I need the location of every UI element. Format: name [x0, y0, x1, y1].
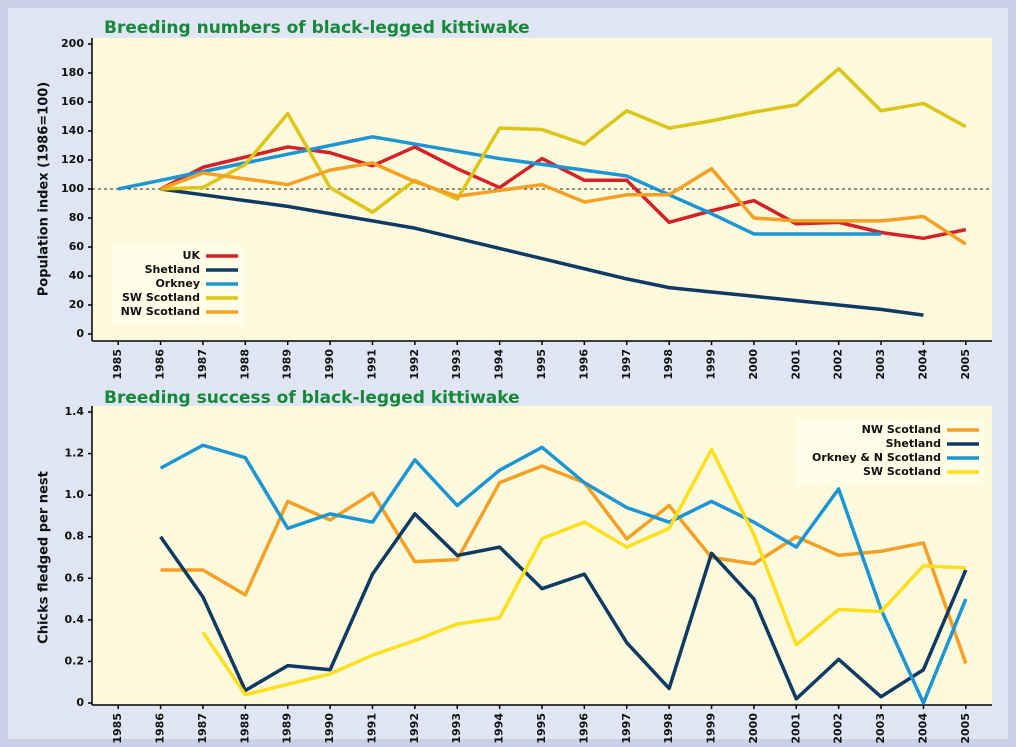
x-tick-label: 1994	[493, 349, 506, 380]
y-tick-label: 0	[76, 327, 84, 340]
x-tick-label: 1990	[323, 349, 336, 380]
x-tick-label: 2003	[874, 349, 887, 380]
x-tick-label: 1989	[281, 349, 294, 380]
x-tick-label: 1988	[238, 349, 251, 380]
legend-label: NW Scotland	[862, 423, 941, 436]
y-tick-label: 0.8	[65, 530, 85, 543]
x-tick-label: 1989	[281, 713, 294, 744]
legend-label: Orkney	[155, 277, 200, 290]
x-tick-label: 2004	[916, 713, 929, 744]
y-tick-label: 160	[61, 95, 84, 108]
y-tick-label: 80	[69, 211, 85, 224]
x-tick-label: 1999	[705, 349, 718, 380]
x-tick-label: 1987	[196, 713, 209, 744]
x-tick-label: 1995	[535, 349, 548, 380]
chart-title: Breeding numbers of black-legged kittiwa…	[104, 18, 530, 38]
data-line	[159, 161, 967, 246]
x-tick-label: 2004	[916, 349, 929, 380]
x-tick-label: 1991	[365, 349, 378, 380]
y-tick-label: 120	[61, 153, 84, 166]
data-line	[159, 443, 968, 705]
y-tick-label: 140	[61, 124, 84, 137]
y-tick-label: 0	[76, 696, 84, 709]
x-tick-label: 2003	[874, 713, 887, 744]
x-tick-label: 2005	[959, 349, 972, 380]
x-tick-label: 2000	[747, 349, 760, 380]
y-tick-label: 1.0	[65, 488, 85, 501]
y-tick-label: 0.6	[65, 571, 85, 584]
data-line	[160, 464, 968, 665]
x-tick-label: 1988	[238, 713, 251, 744]
y-tick-label: 200	[61, 37, 84, 50]
x-tick-label: 1985	[111, 349, 124, 380]
x-tick-label: 1997	[620, 349, 633, 380]
x-tick-label: 1997	[620, 713, 633, 744]
legend-label: Shetland	[886, 437, 941, 450]
legend-label: Orkney & N Scotland	[812, 451, 941, 464]
x-tick-label: 1992	[408, 349, 421, 380]
data-line	[201, 447, 966, 697]
x-tick-label: 1987	[196, 349, 209, 380]
x-tick-label: 1993	[450, 713, 463, 744]
x-tick-label: 1998	[662, 713, 675, 744]
y-tick-label: 1.2	[65, 447, 85, 460]
legend-label: UK	[183, 249, 201, 262]
x-tick-label: 1999	[705, 713, 718, 744]
legend-label: SW Scotland	[863, 465, 941, 478]
y-tick-label: 40	[69, 269, 85, 282]
legend-label: NW Scotland	[121, 305, 200, 318]
y-tick-label: 1.4	[65, 405, 85, 418]
x-tick-label: 1986	[154, 713, 167, 744]
y-tick-label: 0.4	[65, 613, 85, 626]
x-tick-label: 1994	[493, 713, 506, 744]
y-tick-label: 20	[69, 298, 85, 311]
x-tick-label: 1991	[365, 713, 378, 744]
x-tick-label: 1992	[408, 713, 421, 744]
x-tick-label: 1996	[577, 713, 590, 744]
x-tick-label: 2002	[832, 713, 845, 744]
x-tick-label: 1993	[450, 349, 463, 380]
y-tick-label: 100	[61, 182, 84, 195]
y-tick-label: 0.2	[65, 654, 85, 667]
y-axis-title: Chicks fledged per nest	[37, 471, 52, 644]
x-tick-label: 1990	[323, 713, 336, 744]
x-tick-label: 1986	[154, 349, 167, 380]
x-tick-label: 2001	[789, 713, 802, 744]
x-tick-label: 2000	[747, 713, 760, 744]
x-tick-label: 1998	[662, 349, 675, 380]
x-tick-label: 2005	[959, 713, 972, 744]
x-tick-label: 1995	[535, 713, 548, 744]
x-tick-label: 2001	[789, 349, 802, 380]
data-line	[160, 187, 924, 317]
y-tick-label: 180	[61, 66, 84, 79]
legend-label: Shetland	[145, 263, 200, 276]
x-tick-label: 1985	[111, 713, 124, 744]
y-axis-title: Population index (1986=100)	[37, 82, 52, 296]
chart-title: Breeding success of black-legged kittiwa…	[104, 388, 520, 408]
data-line	[160, 66, 967, 214]
legend-label: SW Scotland	[122, 291, 200, 304]
data-line	[159, 512, 968, 701]
x-tick-label: 1996	[577, 349, 590, 380]
x-tick-label: 2002	[832, 349, 845, 380]
y-tick-label: 60	[69, 240, 85, 253]
